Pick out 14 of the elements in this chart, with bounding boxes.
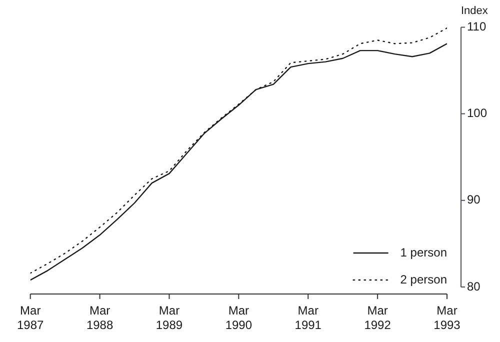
legend-label: 2 person xyxy=(400,272,448,286)
y-axis-title: Index xyxy=(461,5,488,18)
x-tick-label: Mar 1991 xyxy=(294,304,322,332)
x-tick-label: Mar 1993 xyxy=(434,304,461,332)
x-tick-label: Mar 1987 xyxy=(16,304,44,332)
x-tick-label: Mar 1990 xyxy=(225,304,252,332)
y-tick-label: 100 xyxy=(467,106,488,120)
x-tick-label: Mar 1992 xyxy=(364,304,392,332)
y-tick-label: 80 xyxy=(467,279,481,294)
x-tick-label: Mar 1988 xyxy=(86,304,114,332)
y-tick-label: 110 xyxy=(467,20,486,34)
legend-label: 1 person xyxy=(400,245,448,260)
y-tick-label: 90 xyxy=(467,192,481,207)
x-tick-label: Mar 1989 xyxy=(156,304,183,332)
